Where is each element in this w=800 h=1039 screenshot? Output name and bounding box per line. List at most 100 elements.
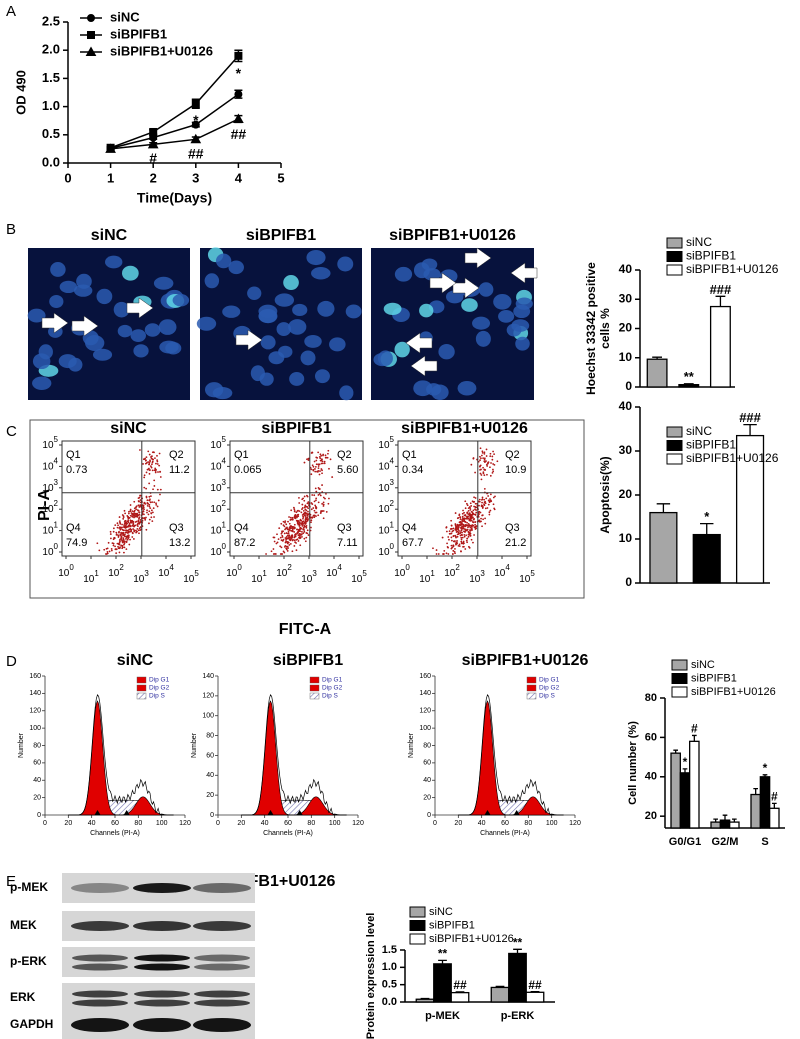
significance: *	[704, 509, 710, 524]
nucleus	[383, 302, 402, 316]
event-dot	[318, 488, 321, 490]
event-dot	[312, 465, 315, 468]
event-dot	[327, 502, 330, 505]
event-dot	[459, 516, 462, 519]
event-dot	[281, 553, 284, 555]
event-dot	[265, 553, 267, 555]
event-dot	[450, 519, 453, 522]
nucleus	[306, 249, 326, 266]
x-tick-label: 0	[43, 820, 47, 827]
nucleus	[394, 266, 413, 282]
event-dot	[129, 524, 131, 527]
x-tick-label: 102	[444, 563, 460, 579]
event-dot	[471, 511, 474, 514]
event-dot	[300, 527, 303, 530]
event-dot	[480, 517, 482, 520]
event-dot	[480, 498, 483, 501]
event-dot	[321, 469, 323, 472]
event-dot	[288, 516, 290, 518]
event-dot	[279, 553, 282, 555]
event-dot	[153, 501, 156, 504]
event-dot	[148, 463, 150, 466]
event-dot	[156, 459, 159, 462]
legend-label: Dip G2	[322, 685, 343, 692]
event-dot	[120, 544, 123, 547]
event-dot	[488, 513, 491, 516]
quadrant-value: 10.9	[505, 464, 526, 476]
nucleus	[196, 316, 217, 331]
x-axis-label: Channels (PI-A)	[263, 830, 313, 837]
event-dot	[317, 463, 320, 466]
event-dot	[461, 536, 464, 539]
x-axis-label: Channels (PI-A)	[90, 830, 140, 837]
bar	[490, 986, 510, 1003]
event-dot	[455, 536, 457, 539]
event-dot	[275, 542, 278, 545]
event-dot	[276, 533, 278, 536]
event-dot	[480, 478, 483, 481]
y-tick-label: 103	[378, 478, 394, 494]
event-dot	[489, 509, 492, 512]
event-dot	[125, 538, 127, 540]
event-dot	[303, 499, 306, 502]
tick-base: 10	[519, 574, 531, 585]
event-dot	[106, 551, 109, 553]
legend-label: Dip S	[322, 693, 339, 700]
event-dot	[452, 545, 455, 548]
event-dot	[132, 528, 135, 530]
event-dot	[296, 528, 298, 531]
event-dot	[132, 514, 135, 516]
significance: *	[683, 755, 688, 769]
bar	[735, 434, 765, 584]
point	[191, 99, 200, 108]
nucleus	[445, 290, 464, 304]
event-dot	[314, 468, 316, 470]
event-dot	[287, 537, 290, 540]
event-dot	[153, 516, 155, 518]
y-tick-label: 103	[42, 478, 58, 494]
event-dot	[150, 466, 153, 469]
event-dot	[454, 524, 457, 526]
event-dot	[467, 515, 470, 518]
event-dot	[297, 528, 300, 531]
event-dot	[124, 531, 127, 534]
bar	[750, 793, 761, 829]
arrow	[71, 315, 99, 337]
y-axis-label: cells %	[598, 308, 612, 349]
event-dot	[464, 548, 467, 550]
bar	[729, 821, 740, 829]
y-tick-label: 101	[210, 521, 226, 537]
image-title: siBPIFB1	[246, 227, 316, 244]
event-dot	[462, 541, 465, 544]
quadrant-value: 21.2	[505, 537, 526, 549]
event-dot	[287, 520, 289, 523]
event-dot	[478, 520, 481, 523]
event-dot	[296, 514, 299, 516]
event-dot	[306, 514, 309, 517]
event-dot	[303, 525, 306, 527]
x-tick-label: G0/G1	[669, 836, 701, 848]
event-dot	[481, 501, 483, 504]
arrow	[126, 297, 154, 319]
event-dot	[285, 523, 288, 526]
event-dot	[469, 529, 471, 532]
point	[147, 138, 159, 149]
legend-marker	[87, 31, 95, 39]
event-dot	[139, 529, 142, 531]
nucleus	[27, 308, 46, 323]
event-dot	[124, 512, 127, 515]
quadrant-name: Q1	[402, 449, 417, 461]
band	[71, 921, 129, 931]
event-dot	[137, 522, 139, 525]
event-dot	[132, 522, 135, 525]
event-dot	[458, 543, 461, 546]
event-dot	[152, 507, 155, 510]
event-dot	[272, 536, 275, 539]
event-dot	[130, 512, 133, 514]
event-dot	[143, 517, 146, 519]
event-dot	[435, 553, 438, 555]
event-dot	[144, 459, 147, 462]
y-tick-label: 20	[619, 487, 633, 501]
x-tick-label: 100	[546, 820, 558, 827]
x-tick-label: 102	[276, 563, 292, 579]
